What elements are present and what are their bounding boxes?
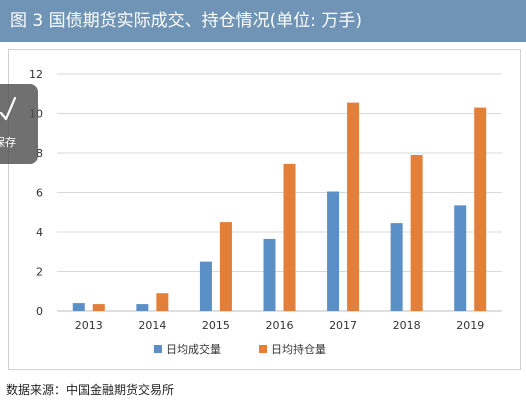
legend-label-position: 日均持仓量 [271,342,326,356]
y-tick-label: 0 [36,305,43,318]
legend-swatch-volume [154,345,162,353]
save-label: 保存 [0,136,16,149]
x-tick-label: 2015 [202,319,230,332]
y-tick-label: 6 [36,187,43,200]
data-source-note: 数据来源：中国金融期货交易所 [6,383,175,397]
bar-volume [390,223,403,311]
bar-volume [72,303,85,311]
bar-volume [327,191,340,311]
bar-position [156,293,169,311]
x-tick-label: 2018 [393,319,421,332]
save-button[interactable]: 保存 [0,84,38,164]
bar-position [219,222,232,311]
x-tick-label: 2014 [138,319,166,332]
x-tick-label: 2017 [329,319,357,332]
bar-position [474,107,487,311]
y-tick-label: 2 [36,266,43,279]
bar-volume [136,304,149,311]
bar-position [347,102,360,311]
x-tick-label: 2013 [75,319,103,332]
bar-volume [199,261,212,311]
check-icon [0,96,16,121]
chart-title: 图 3 国债期货实际成交、持仓情况(单位: 万手) [0,0,526,42]
x-tick-label: 2019 [456,319,484,332]
y-tick-label: 8 [36,147,43,160]
y-tick-label: 4 [36,226,43,239]
bar-volume [263,238,276,311]
y-tick-label: 12 [29,68,43,81]
legend-swatch-position [259,345,267,353]
bar-position [92,304,105,311]
bar-position [410,154,423,311]
legend-label-volume: 日均成交量 [166,342,221,356]
x-tick-label: 2016 [266,319,294,332]
bar-volume [454,205,467,311]
bar-position [283,163,296,311]
